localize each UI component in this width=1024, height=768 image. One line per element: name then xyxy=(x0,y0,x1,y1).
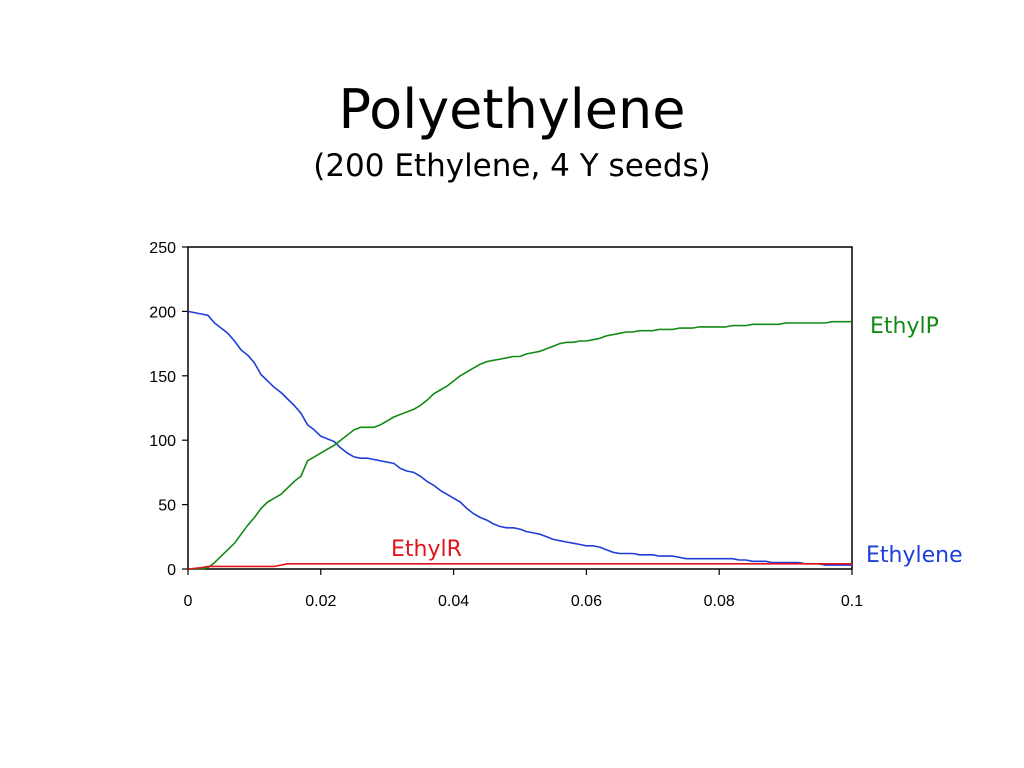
x-tick-label: 0.08 xyxy=(704,593,735,610)
series-line-ethylr xyxy=(187,562,852,570)
y-tick-label: 0 xyxy=(167,562,176,579)
series-group xyxy=(187,310,852,570)
series-line-ethylp xyxy=(188,320,852,570)
series-line-ethylene xyxy=(187,310,852,566)
slide-subtitle: (200 Ethylene, 4 Y seeds) xyxy=(313,148,711,184)
series-label-group: EthylP EthylR Ethylene xyxy=(391,314,963,568)
plot-frame xyxy=(187,246,853,570)
y-tick-label: 200 xyxy=(149,304,176,321)
series-label-ethylene: Ethylene xyxy=(866,543,963,568)
x-tick-label: 0.1 xyxy=(841,593,863,610)
series-label-ethylp: EthylP xyxy=(870,314,939,339)
y-axis: 0 50 100 150 200 250 xyxy=(149,240,188,579)
x-tick-label: 0 xyxy=(184,593,193,610)
y-tick-label: 250 xyxy=(149,240,176,257)
y-tick-label: 150 xyxy=(149,369,176,386)
x-axis: 0 0.02 0.04 0.06 0.08 0.1 xyxy=(184,569,863,610)
x-tick-label: 0.06 xyxy=(571,593,602,610)
x-tick-label: 0.02 xyxy=(305,593,336,610)
y-tick-label: 100 xyxy=(149,433,176,450)
x-tick-label: 0.04 xyxy=(438,593,469,610)
series-label-ethylr: EthylR xyxy=(391,537,462,562)
slide-title: Polyethylene xyxy=(338,78,686,141)
y-tick-label: 50 xyxy=(158,498,176,515)
